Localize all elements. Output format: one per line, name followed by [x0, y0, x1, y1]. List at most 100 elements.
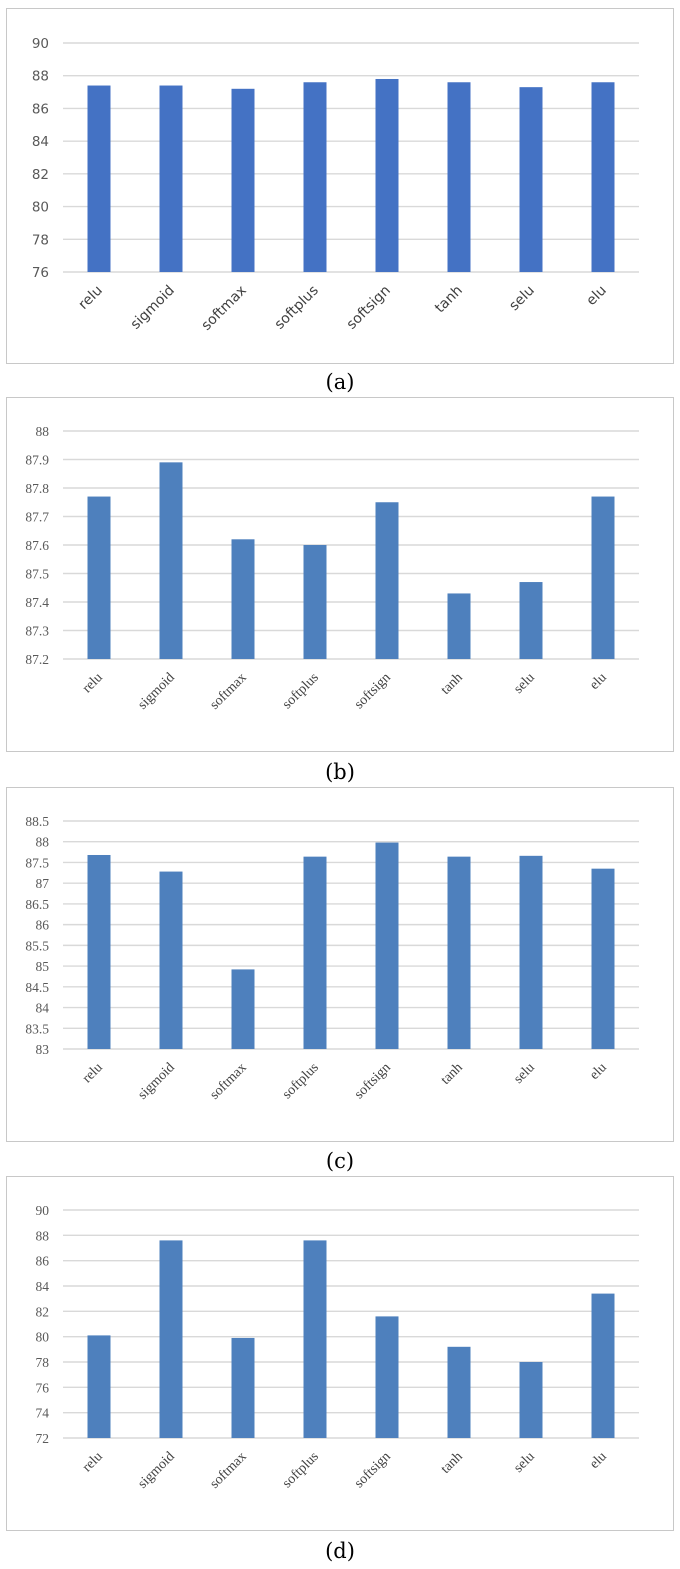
bar-tanh: [447, 593, 471, 659]
y-tick-label: 88: [36, 835, 50, 850]
x-tick-label: tanh: [438, 670, 466, 698]
chart-svg-a: 76 78 80 82 84 86 88 90 relu sigmoid softmax softpl…: [32, 36, 639, 334]
bar-tanh: [447, 1346, 471, 1438]
x-tick-label: softmax: [207, 1060, 250, 1103]
y-tick-label: 86: [32, 101, 49, 117]
y-tick-label: 84: [32, 134, 49, 150]
x-tick-label: softplus: [280, 1449, 322, 1491]
y-tick-label: 78: [36, 1355, 50, 1370]
bar-softmax: [231, 969, 255, 1049]
bar-selu: [519, 582, 543, 659]
bar-softplus: [303, 1240, 327, 1438]
y-tick-label: 87.5: [25, 567, 49, 582]
y-tick-label: 78: [32, 232, 49, 248]
y-tick-label: 87.8: [25, 481, 49, 496]
bar-softsign: [375, 842, 399, 1049]
y-tick-label: 87.7: [25, 510, 49, 525]
caption-c: (c): [325, 1149, 355, 1173]
y-tick-label: 87: [36, 876, 50, 891]
x-tick-label: tanh: [438, 1060, 466, 1088]
bar-relu: [87, 854, 111, 1049]
y-tick-label: 76: [32, 265, 49, 281]
x-tick-label: softsign: [352, 1449, 394, 1491]
y-tick-label: 72: [36, 1431, 50, 1446]
chart-panel-b: 87.2 87.3 87.4 87.5 87.6 87.7 87.8 87.9 88 relu si…: [6, 397, 674, 752]
y-tick-label: 82: [32, 167, 49, 183]
y-tick-label: 76: [36, 1380, 50, 1395]
bar-relu: [87, 85, 111, 273]
x-tick-label: relu: [80, 1449, 106, 1475]
x-tick-label: sigmoid: [135, 1060, 178, 1103]
bar-elu: [591, 496, 615, 659]
x-tick-label: relu: [80, 1060, 106, 1086]
y-tick-label: 87.6: [25, 538, 49, 553]
x-tick-label: softsign: [352, 1060, 394, 1102]
chart-panel-d: 72 74 76 78 80 82 84 86 88 90 relu sigmoid softmax so…: [6, 1176, 674, 1531]
bar-sigmoid: [159, 85, 183, 273]
bar-tanh: [447, 82, 471, 272]
x-tick-label: softplus: [280, 670, 322, 712]
bar-softmax: [231, 1337, 255, 1438]
y-tick-label: 88: [36, 1228, 50, 1243]
bar-elu: [591, 1293, 615, 1438]
y-tick-label: 74: [36, 1406, 50, 1421]
x-tick-label: sigmoid: [128, 283, 178, 333]
x-tick-label: selu: [511, 1060, 538, 1087]
y-tick-label: 90: [36, 1203, 50, 1218]
y-tick-label: 80: [36, 1330, 50, 1345]
bar-softsign: [375, 1316, 399, 1438]
chart-panel-a: 76 78 80 82 84 86 88 90 relu sigmoid softmax softpl…: [6, 8, 674, 364]
chart-svg-d: 72 74 76 78 80 82 84 86 88 90 relu sigmoid softmax so…: [36, 1203, 639, 1492]
x-tick-label: elu: [587, 1060, 610, 1083]
bar-elu: [591, 82, 615, 272]
x-tick-label: selu: [506, 283, 538, 315]
x-tick-label: relu: [76, 283, 106, 313]
x-tick-label: tanh: [432, 283, 466, 317]
y-tick-label: 84: [36, 1279, 50, 1294]
chart-svg-b: 87.2 87.3 87.4 87.5 87.6 87.7 87.8 87.9 88 relu si…: [25, 424, 639, 713]
caption-a: (a): [325, 370, 355, 394]
caption-d: (d): [325, 1539, 355, 1563]
x-tick-label: relu: [80, 670, 106, 696]
bar-selu: [519, 1362, 543, 1438]
bar-softplus: [303, 856, 327, 1049]
bar-softmax: [231, 88, 255, 272]
y-tick-label: 85.5: [25, 938, 49, 953]
bar-sigmoid: [159, 1240, 183, 1438]
x-tick-label: selu: [511, 1449, 538, 1476]
x-tick-label: sigmoid: [135, 1449, 178, 1492]
y-tick-label: 90: [32, 36, 49, 52]
bar-softsign: [375, 502, 399, 659]
y-tick-label: 87.2: [25, 652, 49, 667]
chart-svg-c: 83 83.5 84 84.5 85 85.5 86 86.5 87 87.5 88 88.5 relu…: [25, 814, 639, 1103]
bar-relu: [87, 496, 111, 659]
y-tick-label: 87.5: [25, 855, 49, 870]
bar-softsign: [375, 78, 399, 272]
y-tick-label: 84.5: [25, 980, 49, 995]
x-tick-label: softmax: [199, 283, 250, 334]
x-tick-label: selu: [511, 670, 538, 697]
x-tick-label: softsign: [352, 670, 394, 712]
bar-softplus: [303, 82, 327, 272]
y-tick-label: 87.4: [25, 595, 49, 610]
bar-elu: [591, 868, 615, 1049]
y-tick-label: 84: [36, 1001, 50, 1016]
x-tick-label: softplus: [272, 283, 322, 333]
x-tick-label: tanh: [438, 1449, 466, 1477]
y-tick-label: 85: [36, 959, 50, 974]
bar-tanh: [447, 856, 471, 1049]
x-tick-label: softmax: [207, 1449, 250, 1492]
chart-panel-c: 83 83.5 84 84.5 85 85.5 86 86.5 87 87.5 88 88.5 relu…: [6, 787, 674, 1142]
bar-selu: [519, 87, 543, 273]
x-tick-label: softsign: [344, 283, 394, 333]
y-tick-label: 88: [36, 424, 50, 439]
bar-selu: [519, 855, 543, 1049]
bar-softmax: [231, 539, 255, 659]
y-tick-label: 86: [36, 918, 50, 933]
bar-sigmoid: [159, 871, 183, 1049]
y-tick-label: 86: [36, 1254, 50, 1269]
y-tick-label: 86.5: [25, 897, 49, 912]
x-tick-label: softplus: [280, 1060, 322, 1102]
x-tick-label: elu: [587, 1449, 610, 1472]
y-tick-label: 82: [36, 1304, 50, 1319]
